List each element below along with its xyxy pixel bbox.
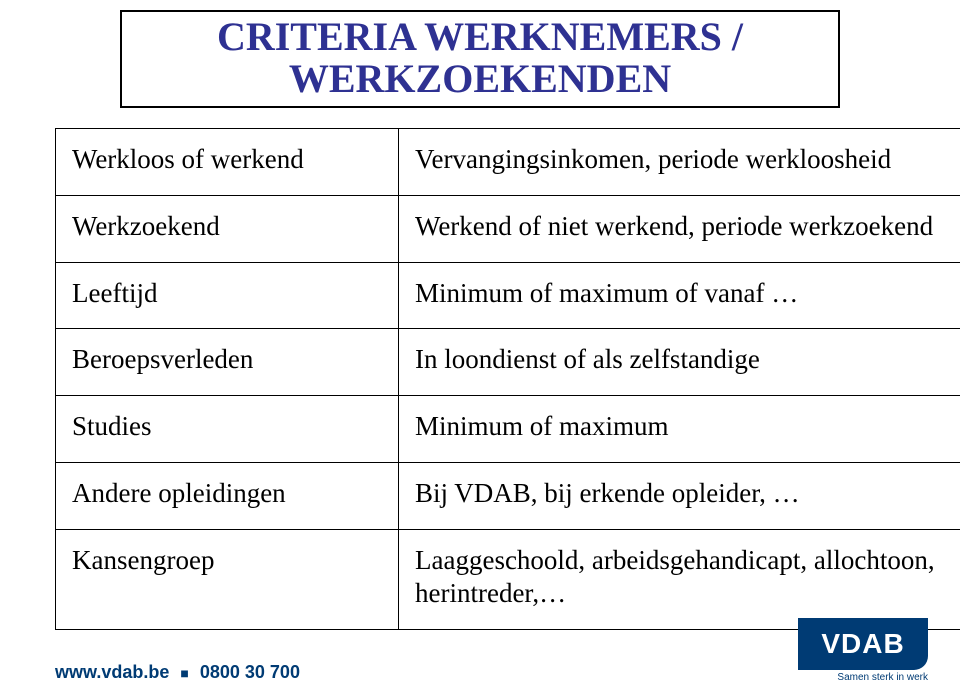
footer-separator-icon: ■: [180, 665, 188, 681]
logo-tagline: Samen sterk in werk: [798, 672, 928, 683]
title-line-1: CRITERIA WERKNEMERS /: [122, 16, 838, 58]
logo-box: VDAB: [798, 618, 928, 670]
title-banner: CRITERIA WERKNEMERS / WERKZOEKENDEN: [120, 10, 840, 108]
criteria-label: Leeftijd: [56, 262, 399, 329]
criteria-value: Minimum of maximum: [399, 396, 960, 463]
footer-url: www.vdab.be: [55, 662, 169, 682]
logo-text: VDAB: [821, 628, 904, 660]
table-row: Beroepsverleden In loondienst of als zel…: [56, 329, 960, 396]
criteria-value: Vervangingsinkomen, periode werkloosheid: [399, 129, 960, 196]
criteria-value: In loondienst of als zelfstandige: [399, 329, 960, 396]
criteria-table: Werkloos of werkend Vervangingsinkomen, …: [55, 128, 960, 630]
table-row: Werkloos of werkend Vervangingsinkomen, …: [56, 129, 960, 196]
criteria-label: Kansengroep: [56, 529, 399, 630]
criteria-label: Andere opleidingen: [56, 462, 399, 529]
vdab-logo: VDAB Samen sterk in werk: [798, 618, 928, 683]
criteria-value: Laaggeschoold, arbeidsgehandicapt, alloc…: [399, 529, 960, 630]
table-row: Andere opleidingen Bij VDAB, bij erkende…: [56, 462, 960, 529]
footer-phone: 0800 30 700: [200, 662, 300, 682]
table-row: Kansengroep Laaggeschoold, arbeidsgehand…: [56, 529, 960, 630]
criteria-value: Minimum of maximum of vanaf …: [399, 262, 960, 329]
footer-left: www.vdab.be ■ 0800 30 700: [55, 662, 300, 683]
table-row: Werkzoekend Werkend of niet werkend, per…: [56, 195, 960, 262]
criteria-label: Werkzoekend: [56, 195, 399, 262]
criteria-label: Beroepsverleden: [56, 329, 399, 396]
criteria-value: Bij VDAB, bij erkende opleider, …: [399, 462, 960, 529]
criteria-value: Werkend of niet werkend, periode werkzoe…: [399, 195, 960, 262]
criteria-label: Studies: [56, 396, 399, 463]
title-line-2: WERKZOEKENDEN: [122, 58, 838, 100]
criteria-label: Werkloos of werkend: [56, 129, 399, 196]
table-row: Studies Minimum of maximum: [56, 396, 960, 463]
table-row: Leeftijd Minimum of maximum of vanaf …: [56, 262, 960, 329]
